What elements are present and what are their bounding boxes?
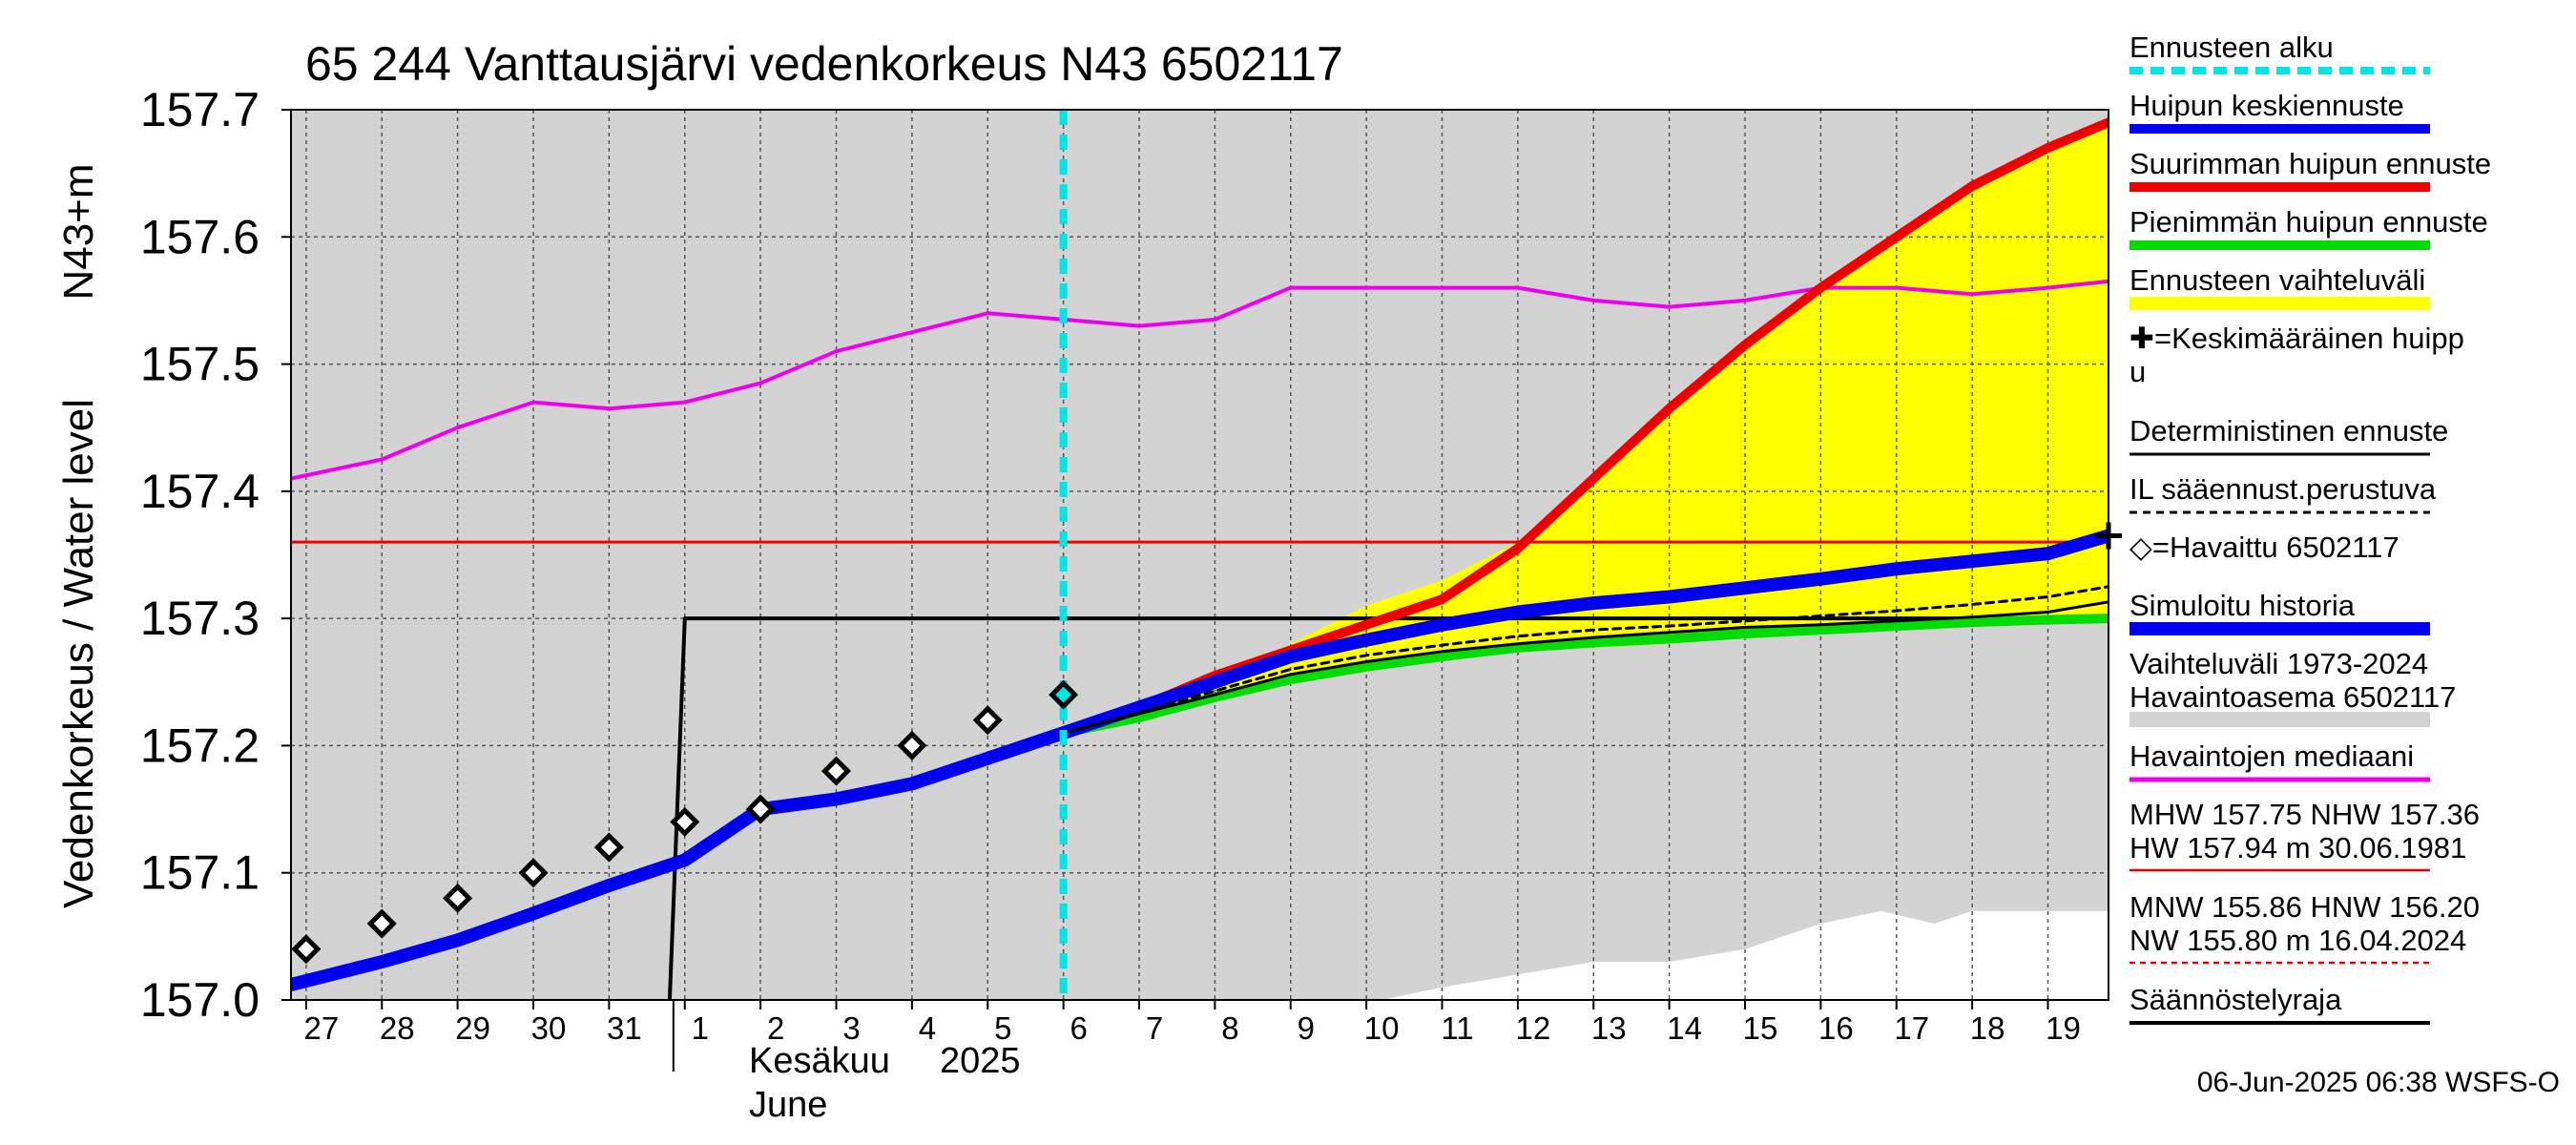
legend-label: Vaihteluväli 1973-2024 xyxy=(2129,647,2428,680)
y-axis-label: Vedenkorkeus / Water level xyxy=(55,399,102,908)
legend-label: Suurimman huipun ennuste xyxy=(2129,147,2491,180)
plot-area xyxy=(291,110,2122,1000)
legend-label: MNW 155.86 HNW 156.20 xyxy=(2129,890,2480,924)
plot-frame xyxy=(290,109,2109,1001)
x-tick-label: 2 xyxy=(767,1010,784,1046)
legend-label-line2: NW 155.80 m 16.04.2024 xyxy=(2129,924,2466,957)
series-line-il-s-ennust-perustuva xyxy=(1062,585,2109,735)
x-tick-label: 11 xyxy=(1441,1010,1473,1046)
legend-label: IL sääennust.perustuva xyxy=(2129,472,2437,506)
year-label: 2025 xyxy=(940,1041,1021,1081)
y-tick-label: 157.6 xyxy=(140,210,260,263)
x-tick-label: 8 xyxy=(1221,1010,1238,1046)
x-tick-label: 10 xyxy=(1364,1010,1400,1046)
legend-label: Huipun keskiennuste xyxy=(2129,89,2404,122)
legend-label: Deterministinen ennuste xyxy=(2129,414,2448,448)
plot-content xyxy=(291,110,2109,1000)
chart-title: 65 244 Vanttausjärvi vedenkorkeus N43 65… xyxy=(305,37,1343,91)
observed-point xyxy=(745,794,776,824)
legend-label: Pienimmän huipun ennuste xyxy=(2129,205,2488,239)
y-tick-label: 157.1 xyxy=(140,846,260,900)
observed-point xyxy=(670,806,700,837)
y-tick-label: 157.0 xyxy=(140,973,260,1027)
series-line-s-nn-stelyraja xyxy=(667,616,2109,1000)
x-tick-label: 7 xyxy=(1146,1010,1163,1046)
legend-label: Simuloitu historia xyxy=(2129,589,2356,622)
x-tick-label: 17 xyxy=(1894,1010,1929,1046)
observed-point xyxy=(291,934,322,965)
x-tick-label: 18 xyxy=(1970,1010,2005,1046)
x-tick-label: 29 xyxy=(455,1010,490,1046)
y-tick-label: 157.7 xyxy=(140,83,260,136)
month-label-en: June xyxy=(749,1085,827,1125)
observed-point xyxy=(972,705,1003,736)
y-tick-label: 157.3 xyxy=(140,592,260,645)
x-tick-label: 13 xyxy=(1591,1010,1627,1046)
observed-point xyxy=(1049,679,1079,710)
y-tick-label: 157.4 xyxy=(140,465,260,518)
x-tick-label: 28 xyxy=(380,1010,415,1046)
legend-label: Ennusteen alku xyxy=(2129,31,2334,64)
x-tick-label: 3 xyxy=(842,1010,860,1046)
observed-point xyxy=(366,908,397,939)
series-line-pienimm-n-huipun-ennuste xyxy=(1058,614,2109,739)
x-tick-label: 30 xyxy=(531,1010,567,1046)
x-tick-label: 9 xyxy=(1298,1010,1315,1046)
x-tick-label: 4 xyxy=(919,1010,936,1046)
x-tick-label: 19 xyxy=(2046,1010,2081,1046)
x-tick-label: 6 xyxy=(1070,1010,1087,1046)
x-tick-label: 14 xyxy=(1667,1010,1702,1046)
x-tick-label: 31 xyxy=(607,1010,642,1046)
legend-label: ✚=Keskimääräinen huipp xyxy=(2129,322,2464,355)
x-tick-label: 5 xyxy=(994,1010,1011,1046)
month-label-fi: Kesäkuu xyxy=(749,1041,890,1081)
legend-label: Säännöstelyraja xyxy=(2129,983,2342,1016)
legend-label: Ennusteen vaihteluväli xyxy=(2129,263,2425,297)
x-tick-label: 12 xyxy=(1516,1010,1551,1046)
x-tick-label: 27 xyxy=(304,1010,340,1046)
legend-label-line2: u xyxy=(2129,355,2146,388)
observed-point xyxy=(518,858,549,888)
x-tick-label: 15 xyxy=(1743,1010,1778,1046)
x-tick-label: 1 xyxy=(692,1010,709,1046)
legend-label: MHW 157.75 NHW 157.36 xyxy=(2129,798,2480,831)
legend-label: Havaintojen mediaani xyxy=(2129,739,2414,773)
y-tick-label: 157.5 xyxy=(140,338,260,391)
y-axis-unit-label: N43+m xyxy=(55,163,102,300)
axes: 157.0 157.1 157.2 157.3 157.4 157.5 157.6 157.7… xyxy=(140,83,2109,1072)
series-line-huipun-keskiennuste xyxy=(291,529,2109,991)
legend-label-line2: Havaintoasema 6502117 xyxy=(2129,680,2456,714)
legend: Ennusteen alku Huipun keskiennuste Suurimm… xyxy=(2129,31,2491,1025)
observed-point xyxy=(593,832,624,863)
observed-point xyxy=(897,730,927,760)
x-tick-label: 16 xyxy=(1818,1010,1854,1046)
observed-point xyxy=(443,883,473,913)
legend-label-line2: HW 157.94 m 30.06.1981 xyxy=(2129,831,2466,864)
timestamp: 06-Jun-2025 06:38 WSFS-O xyxy=(2197,1067,2560,1098)
historical-range-lower-cut xyxy=(1381,910,2109,1000)
observed-point xyxy=(821,756,852,786)
legend-label: ◇=Havaittu 6502117 xyxy=(2129,531,2399,564)
y-tick-label: 157.2 xyxy=(140,718,260,772)
series-line-deterministinen-ennuste xyxy=(1062,600,2109,735)
